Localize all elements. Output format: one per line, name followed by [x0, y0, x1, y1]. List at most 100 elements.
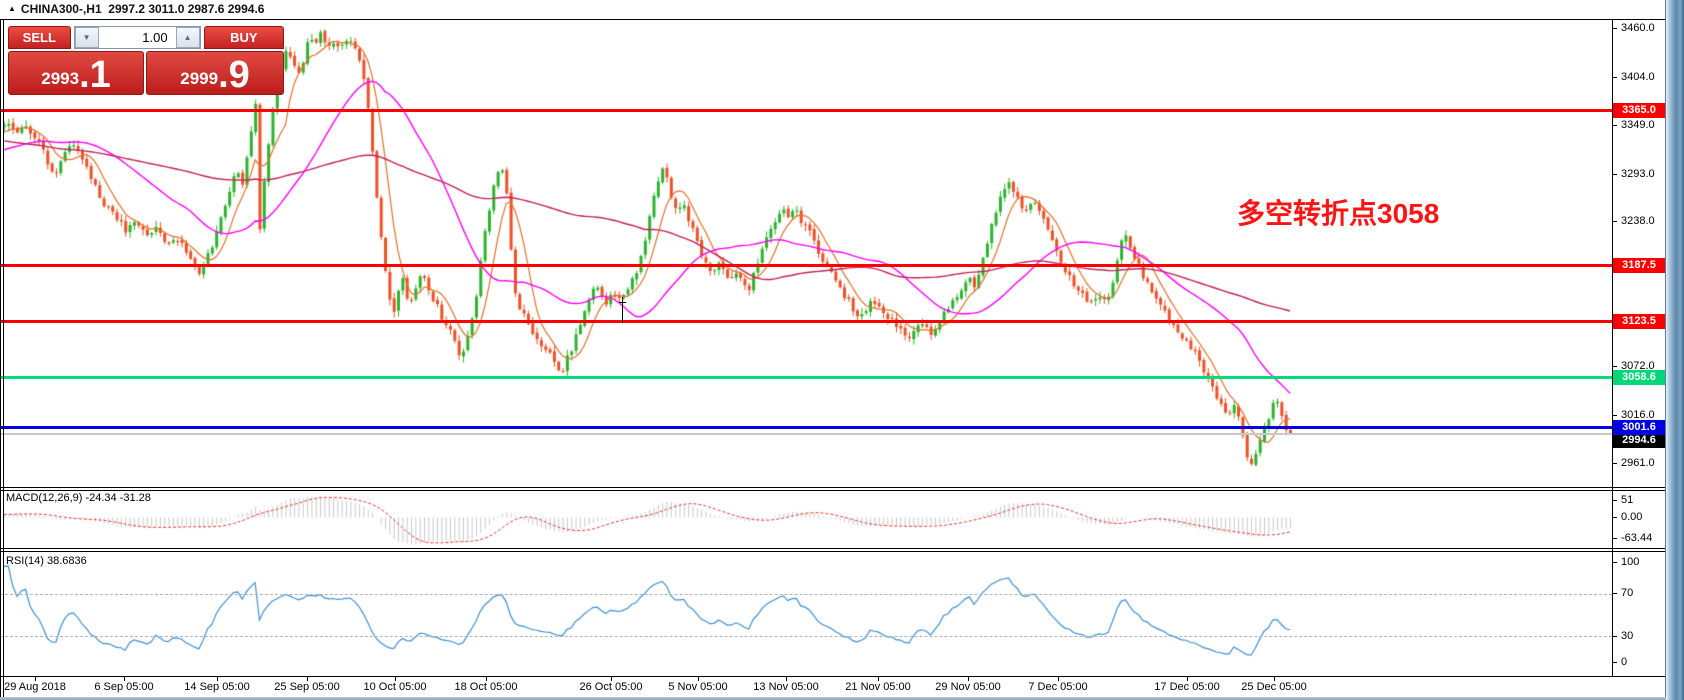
time-tick-label: 18 Oct 05:00 — [454, 681, 518, 693]
rsi-tick-mark — [1612, 593, 1617, 594]
time-tick-mark — [1058, 676, 1059, 681]
crosshair-marker-stem — [622, 297, 623, 323]
time-tick-mark — [395, 676, 396, 681]
price-tick-label: 3349.0 — [1621, 118, 1655, 131]
chart-text-annotation: 多空转折点3058 — [1237, 198, 1440, 229]
window-right-edge — [1665, 0, 1666, 700]
price-badge-3365.0: 3365.0 — [1613, 103, 1665, 119]
price-tick-label: 3016.0 — [1621, 408, 1655, 421]
rsi-level-line-70 — [0, 593, 1612, 595]
bid-price-panel[interactable]: 2993 .1 — [8, 51, 144, 95]
window-left-edge-inner — [3, 19, 4, 697]
volume-input[interactable]: 1.00 — [142, 30, 168, 45]
buy-button[interactable]: BUY — [203, 26, 284, 49]
rsi-tick-label: 0 — [1621, 656, 1628, 668]
chart-title: ▲ CHINA300-,H1 2997.2 3011.0 2987.6 2994.… — [8, 2, 264, 16]
macd-tick-label: -63.44 — [1621, 532, 1653, 544]
ask-price-panel[interactable]: 2999 .9 — [146, 51, 284, 95]
window-left-edge-outer — [0, 19, 1, 697]
price-line-3365.0[interactable] — [0, 109, 1612, 113]
volume-decrease-button[interactable]: ▼ — [74, 27, 99, 48]
volume-spinner[interactable]: ▼ 1.00 ▲ — [73, 26, 201, 49]
macd-tick-mark — [1612, 500, 1617, 501]
macd-tick-mark — [1612, 517, 1617, 518]
price-tick-label: 3293.0 — [1621, 167, 1655, 180]
chart-ohlc-values: 2997.2 3011.0 2987.6 2994.6 — [108, 2, 265, 16]
price-line-3187.5[interactable] — [0, 264, 1612, 267]
price-tick-mark — [1612, 414, 1617, 416]
time-tick-mark — [35, 676, 36, 681]
price-badge-2994.6: 2994.6 — [1613, 433, 1665, 449]
time-tick-label: 7 Dec 05:00 — [1028, 681, 1088, 693]
macd-panel-separator[interactable] — [0, 487, 1666, 491]
price-tick-mark — [1612, 366, 1617, 368]
one-click-trading-panel: SELL ▼ 1.00 ▲ BUY 2993 .1 2999 .9 — [8, 26, 284, 95]
rsi-panel-separator[interactable] — [0, 548, 1666, 552]
price-tick-mark — [1612, 173, 1617, 175]
price-line-3123.5[interactable] — [0, 319, 1612, 323]
rsi-tick-label: 100 — [1621, 556, 1640, 568]
price-tick-mark — [1612, 124, 1617, 126]
time-tick-mark — [307, 676, 308, 681]
time-axis-border — [0, 676, 1666, 677]
price-tick-mark — [1612, 76, 1617, 78]
time-tick-mark — [611, 676, 612, 681]
price-badge-3001.6: 3001.6 — [1613, 420, 1665, 436]
ask-price-big-digit: .9 — [218, 54, 250, 96]
rsi-tick-mark — [1612, 662, 1617, 663]
volume-increase-button[interactable]: ▲ — [175, 27, 200, 48]
price-tick-mark — [1612, 28, 1617, 29]
macd-tick-label: 51 — [1621, 494, 1634, 506]
price-line-3058.6[interactable] — [0, 376, 1612, 380]
price-tick-mark — [1612, 221, 1617, 223]
ask-price-main: 2999 — [180, 69, 219, 88]
price-badge-3123.5: 3123.5 — [1613, 313, 1665, 329]
time-tick-mark — [698, 676, 699, 681]
time-tick-mark — [1274, 676, 1275, 681]
rsi-tick-mark — [1612, 636, 1617, 637]
bid-price-main: 2993 — [41, 69, 80, 88]
time-tick-label: 14 Sep 05:00 — [184, 681, 250, 693]
time-tick-label: 10 Oct 05:00 — [363, 681, 427, 693]
macd-indicator-label: MACD(12,26,9) -24.34 -31.28 — [6, 492, 151, 504]
crosshair-marker-arm — [619, 302, 626, 303]
time-tick-label: 26 Oct 05:00 — [579, 681, 643, 693]
chart-top-border — [0, 19, 1666, 20]
time-tick-label: 13 Nov 05:00 — [753, 681, 819, 693]
rsi-tick-label: 70 — [1621, 587, 1634, 599]
price-tick-label: 3072.0 — [1621, 360, 1655, 373]
collapse-triangle-icon[interactable]: ▲ — [8, 4, 16, 13]
window-aero-edge — [1666, 0, 1684, 700]
price-axis-border — [1612, 19, 1613, 677]
time-tick-label: 5 Nov 05:00 — [668, 681, 728, 693]
window-bottom-frame — [0, 697, 1666, 700]
time-tick-mark — [124, 676, 125, 681]
time-tick-label: 25 Dec 05:00 — [1241, 681, 1307, 693]
time-tick-mark — [486, 676, 487, 681]
time-tick-label: 25 Sep 05:00 — [274, 681, 340, 693]
rsi-indicator-label: RSI(14) 38.6836 — [6, 555, 87, 567]
rsi-level-line-30 — [0, 635, 1612, 637]
time-tick-label: 29 Aug 2018 — [4, 681, 66, 693]
time-tick-mark — [968, 676, 969, 681]
price-tick-label: 3238.0 — [1621, 215, 1655, 228]
time-tick-label: 6 Sep 05:00 — [94, 681, 154, 693]
price-badge-3058.6: 3058.6 — [1613, 370, 1665, 386]
rsi-tick-label: 30 — [1621, 630, 1634, 642]
macd-tick-mark — [1612, 538, 1617, 539]
sell-button[interactable]: SELL — [8, 26, 71, 49]
time-tick-mark — [878, 676, 879, 681]
price-tick-label: 2961.0 — [1621, 456, 1655, 469]
time-tick-label: 17 Dec 05:00 — [1154, 681, 1220, 693]
price-tick-label: 3460.0 — [1621, 22, 1655, 34]
bid-price-big-digit: .1 — [79, 54, 111, 96]
price-line-3001.6[interactable] — [0, 426, 1612, 430]
price-badge-3187.5: 3187.5 — [1613, 258, 1665, 273]
macd-tick-label: 0.00 — [1621, 511, 1643, 523]
time-tick-label: 29 Nov 05:00 — [935, 681, 1001, 693]
time-tick-mark — [786, 676, 787, 681]
time-tick-mark — [217, 676, 218, 681]
price-line-2994.6[interactable] — [0, 432, 1612, 435]
time-tick-mark — [1187, 676, 1188, 681]
